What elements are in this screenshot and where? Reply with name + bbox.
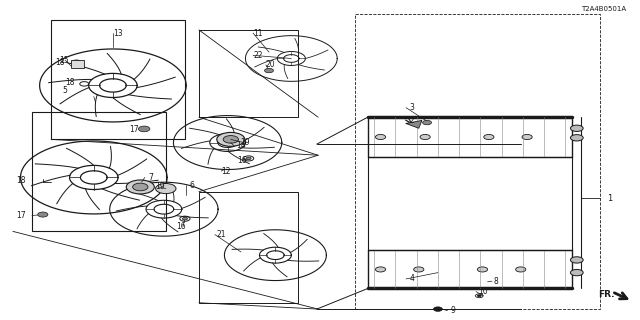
Circle shape xyxy=(38,212,48,217)
Text: 9: 9 xyxy=(451,306,456,315)
Polygon shape xyxy=(72,60,84,68)
Circle shape xyxy=(516,267,526,272)
Circle shape xyxy=(484,134,494,140)
Circle shape xyxy=(477,267,488,272)
Circle shape xyxy=(413,267,424,272)
Circle shape xyxy=(156,183,176,194)
Circle shape xyxy=(264,68,273,73)
Circle shape xyxy=(182,217,188,220)
Text: 4: 4 xyxy=(409,275,414,284)
Text: 2: 2 xyxy=(409,116,414,125)
Circle shape xyxy=(376,267,386,272)
Circle shape xyxy=(570,135,583,141)
Circle shape xyxy=(477,295,481,297)
Text: 19: 19 xyxy=(156,182,165,191)
Polygon shape xyxy=(406,120,422,128)
Circle shape xyxy=(246,157,251,160)
Text: 21: 21 xyxy=(217,230,227,239)
Text: 1: 1 xyxy=(607,194,612,203)
Circle shape xyxy=(420,134,430,140)
Text: 17: 17 xyxy=(129,125,138,134)
Bar xyxy=(199,30,298,117)
Text: T2A4B0501A: T2A4B0501A xyxy=(580,6,626,12)
Text: 22: 22 xyxy=(253,51,262,60)
Text: 20: 20 xyxy=(266,60,275,69)
Text: 11: 11 xyxy=(253,28,262,38)
Circle shape xyxy=(570,125,583,132)
Circle shape xyxy=(126,180,154,194)
Text: 16: 16 xyxy=(237,156,246,164)
Text: 5: 5 xyxy=(62,86,67,95)
Text: 18: 18 xyxy=(65,78,75,87)
Bar xyxy=(199,192,298,303)
Text: 7: 7 xyxy=(148,173,153,182)
Text: 14: 14 xyxy=(236,141,246,150)
Text: 10: 10 xyxy=(478,287,488,296)
Text: 18: 18 xyxy=(56,58,65,67)
Circle shape xyxy=(223,136,239,143)
Text: FR.: FR. xyxy=(598,290,615,299)
Text: 16: 16 xyxy=(177,222,186,231)
Circle shape xyxy=(376,134,386,140)
Circle shape xyxy=(570,257,583,263)
Circle shape xyxy=(522,134,532,140)
Circle shape xyxy=(422,120,431,125)
Circle shape xyxy=(217,132,245,146)
Circle shape xyxy=(570,269,583,276)
Text: 6: 6 xyxy=(189,181,195,190)
Text: 19: 19 xyxy=(241,138,250,147)
Text: 13: 13 xyxy=(113,28,122,38)
Bar xyxy=(32,112,166,231)
Text: 15: 15 xyxy=(59,56,68,65)
Bar xyxy=(51,20,185,140)
Circle shape xyxy=(132,183,148,191)
Text: 18: 18 xyxy=(16,176,26,185)
Text: 3: 3 xyxy=(409,103,414,112)
Text: 8: 8 xyxy=(494,277,499,286)
Text: 12: 12 xyxy=(221,167,231,176)
Circle shape xyxy=(433,307,442,311)
Circle shape xyxy=(138,126,150,132)
Text: 17: 17 xyxy=(16,211,26,220)
Bar xyxy=(355,14,600,309)
